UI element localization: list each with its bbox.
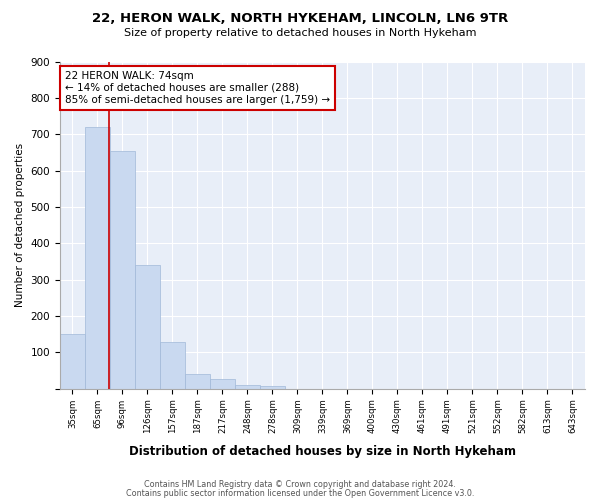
Bar xyxy=(110,150,135,389)
Bar xyxy=(85,127,110,389)
Bar xyxy=(260,386,285,389)
Bar xyxy=(185,374,210,389)
Bar xyxy=(135,265,160,389)
Text: 22, HERON WALK, NORTH HYKEHAM, LINCOLN, LN6 9TR: 22, HERON WALK, NORTH HYKEHAM, LINCOLN, … xyxy=(92,12,508,26)
Text: Contains HM Land Registry data © Crown copyright and database right 2024.: Contains HM Land Registry data © Crown c… xyxy=(144,480,456,489)
Text: Contains public sector information licensed under the Open Government Licence v3: Contains public sector information licen… xyxy=(126,488,474,498)
Bar xyxy=(235,385,260,389)
Bar xyxy=(60,334,85,389)
Y-axis label: Number of detached properties: Number of detached properties xyxy=(15,143,25,307)
X-axis label: Distribution of detached houses by size in North Hykeham: Distribution of detached houses by size … xyxy=(129,444,516,458)
Bar xyxy=(210,378,235,389)
Bar xyxy=(160,342,185,389)
Text: 22 HERON WALK: 74sqm
← 14% of detached houses are smaller (288)
85% of semi-deta: 22 HERON WALK: 74sqm ← 14% of detached h… xyxy=(65,72,330,104)
Text: Size of property relative to detached houses in North Hykeham: Size of property relative to detached ho… xyxy=(124,28,476,38)
